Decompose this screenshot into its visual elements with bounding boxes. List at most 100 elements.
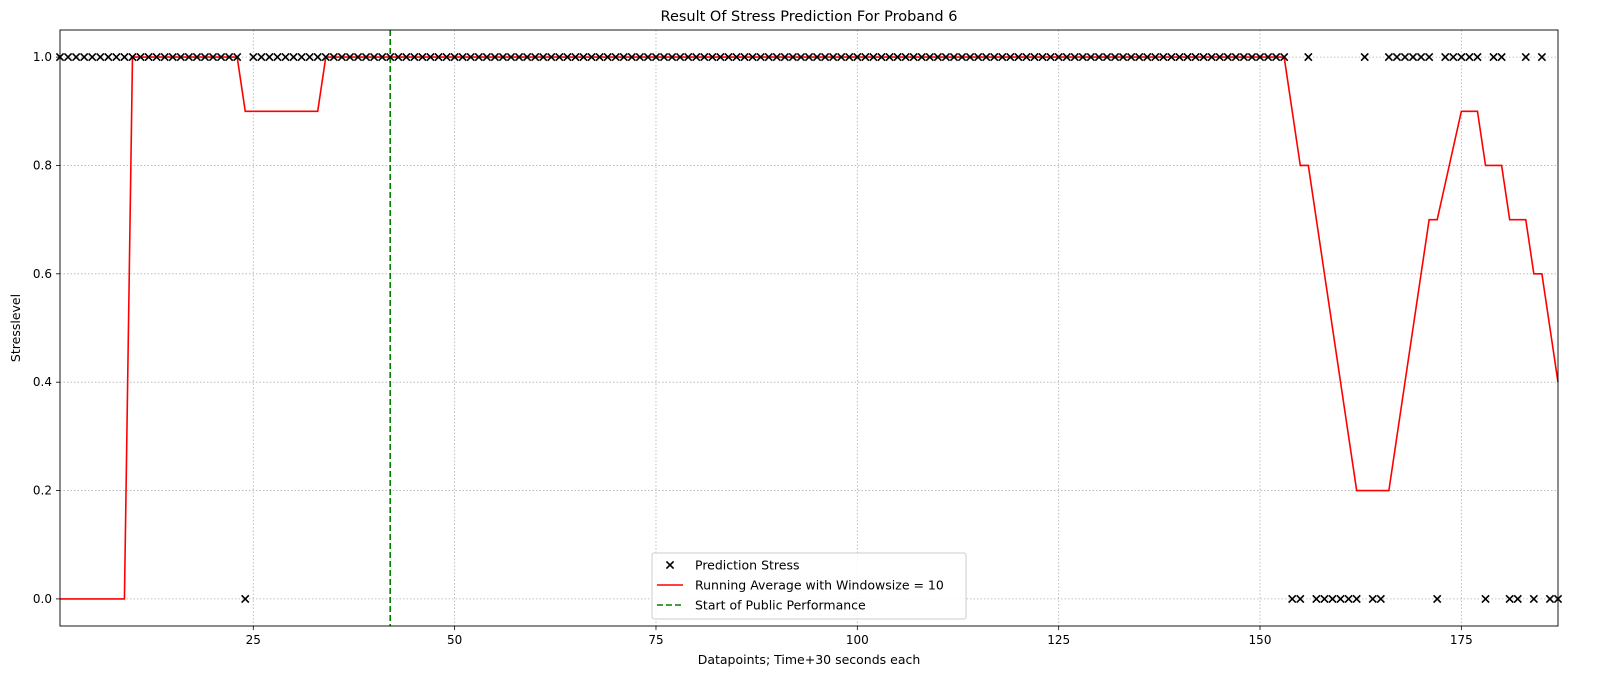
marker-stroke (1183, 52, 1192, 62)
marker-stroke (547, 52, 556, 62)
prediction-point (595, 52, 604, 62)
marker-stroke (1457, 52, 1466, 62)
marker-stroke (949, 52, 959, 62)
prediction-point (1175, 52, 1184, 62)
marker-stroke (1014, 52, 1023, 62)
x-axis-label: Datapoints; Time+30 seconds each (698, 652, 921, 667)
marker-stroke (168, 52, 177, 62)
marker-stroke (345, 52, 355, 62)
prediction-point (410, 52, 419, 62)
prediction-point (394, 52, 403, 62)
prediction-point (289, 52, 298, 62)
marker-stroke (1384, 52, 1394, 62)
marker-stroke (1312, 594, 1321, 604)
marker-stroke (1400, 52, 1410, 62)
prediction-point (1255, 52, 1265, 62)
marker-stroke (1231, 52, 1241, 62)
prediction-point (957, 52, 967, 62)
marker-stroke (1086, 52, 1096, 62)
marker-stroke (71, 52, 81, 62)
prediction-point (345, 52, 355, 62)
marker-stroke (394, 52, 403, 62)
marker-stroke (233, 52, 242, 62)
prediction-point (700, 52, 709, 62)
prediction-point (152, 52, 161, 62)
marker-stroke (120, 52, 129, 62)
marker-stroke (619, 52, 628, 62)
prediction-point (893, 52, 902, 62)
prediction-point (555, 52, 564, 62)
prediction-point (120, 52, 129, 62)
prediction-point (659, 52, 669, 62)
marker-stroke (1336, 594, 1345, 604)
prediction-point (1288, 594, 1297, 604)
marker-stroke (998, 52, 1007, 62)
prediction-point (1078, 52, 1087, 62)
x-tick-label: 125 (1047, 633, 1070, 647)
marker-stroke (1352, 594, 1361, 604)
prediction-point (764, 52, 773, 62)
marker-stroke (208, 52, 218, 62)
marker-stroke (176, 52, 185, 62)
prediction-point (740, 52, 749, 62)
marker-stroke (1135, 52, 1144, 62)
marker-stroke (1449, 52, 1458, 62)
marker-stroke (1118, 52, 1128, 62)
prediction-point (128, 52, 137, 62)
marker-stroke (1255, 52, 1265, 62)
marker-stroke (1521, 52, 1530, 62)
marker-stroke (965, 52, 975, 62)
marker-stroke (828, 52, 838, 62)
prediction-point (804, 52, 814, 62)
prediction-point (297, 52, 306, 62)
x-tick-label: 50 (447, 633, 462, 647)
prediction-point (257, 52, 266, 62)
marker-stroke (603, 52, 612, 62)
marker-stroke (522, 52, 532, 62)
legend-label: Start of Public Performance (695, 598, 866, 613)
prediction-point (1521, 52, 1530, 62)
marker-stroke (377, 52, 387, 62)
marker-stroke (708, 52, 717, 62)
prediction-point (1304, 52, 1313, 62)
marker-stroke (1424, 52, 1434, 62)
prediction-point (973, 52, 983, 62)
prediction-point (1062, 52, 1071, 62)
marker-stroke (184, 52, 194, 62)
prediction-point (1328, 594, 1337, 604)
marker-stroke (796, 52, 806, 62)
prediction-point (506, 52, 516, 62)
marker-stroke (216, 52, 226, 62)
marker-stroke (990, 52, 999, 62)
prediction-point (1513, 594, 1522, 604)
marker-stroke (1110, 52, 1120, 62)
series-layer (55, 30, 1563, 626)
prediction-point (1118, 52, 1128, 62)
prediction-point (1384, 52, 1394, 62)
marker-stroke (1046, 52, 1055, 62)
marker-stroke (957, 52, 967, 62)
marker-stroke (1320, 594, 1329, 604)
axis-ticks: 25 50 75 100 125 150 175 0.0 0.2 0.4 0.6 0.8 1.0 (33, 50, 1473, 647)
marker-stroke (1126, 52, 1136, 62)
prediction-point (1247, 52, 1257, 62)
marker-stroke (466, 52, 475, 62)
marker-stroke (1038, 52, 1047, 62)
prediction-point (619, 52, 628, 62)
prediction-point (667, 52, 677, 62)
prediction-point (579, 52, 588, 62)
prediction-point (828, 52, 838, 62)
marker-stroke (853, 52, 862, 62)
prediction-point (732, 52, 741, 62)
marker-stroke (820, 52, 830, 62)
prediction-point (1006, 52, 1015, 62)
prediction-point (426, 52, 435, 62)
marker-stroke (1368, 594, 1377, 604)
prediction-point (1416, 52, 1426, 62)
marker-stroke (665, 560, 675, 570)
prediction-point (160, 52, 169, 62)
prediction-point (1135, 52, 1144, 62)
marker-stroke (1360, 52, 1369, 62)
prediction-point (1215, 52, 1224, 62)
prediction-point (901, 52, 910, 62)
